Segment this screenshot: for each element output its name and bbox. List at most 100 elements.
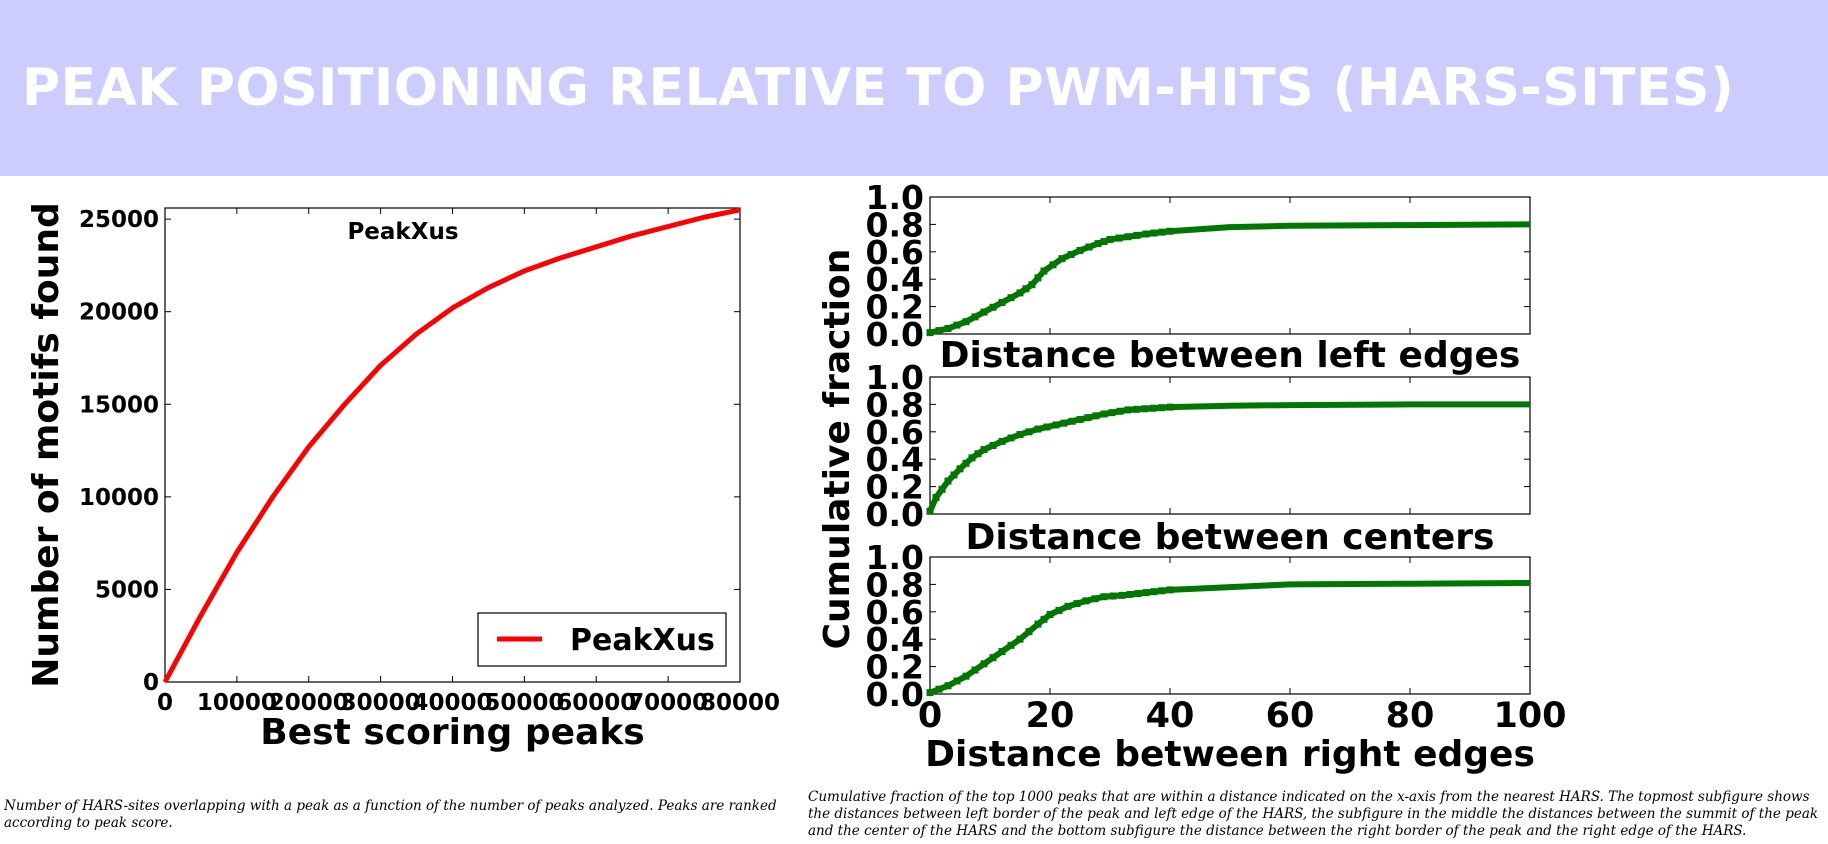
series-marker [1124, 233, 1132, 241]
series-marker [950, 471, 958, 479]
series-marker [1141, 405, 1149, 413]
series-marker [944, 477, 952, 485]
series-marker [1034, 425, 1042, 433]
plot-frame [929, 376, 1531, 515]
y-tick-label: 0.8 [866, 565, 924, 604]
series-marker [1007, 434, 1015, 442]
series-marker [1149, 404, 1157, 412]
right-figure-caption: Cumulative fraction of the top 1000 peak… [808, 789, 1819, 839]
plot-frame [929, 196, 1531, 335]
y-tick-label: 10000 [79, 485, 159, 511]
y-tick-label: 0.0 [866, 315, 924, 354]
x-tick-label: 10000 [197, 690, 277, 716]
series-marker [989, 654, 997, 662]
x-tick-label: 50000 [484, 690, 564, 716]
series-marker [989, 303, 997, 311]
series-marker [1076, 246, 1084, 254]
series-marker [1133, 231, 1141, 239]
series-marker [1043, 423, 1051, 431]
series-marker [1049, 261, 1057, 269]
series-marker [971, 666, 979, 674]
series-marker [1034, 620, 1042, 628]
legend: PeakXus [477, 612, 727, 667]
series-marker [1055, 606, 1063, 614]
series-marker [1094, 240, 1102, 248]
series-marker [1092, 412, 1100, 420]
series-marker [1108, 409, 1116, 417]
series-marker [1052, 421, 1060, 429]
series-marker [962, 318, 970, 326]
series-marker [926, 689, 934, 697]
series-marker [1040, 267, 1048, 275]
series-marker [1085, 243, 1093, 251]
series-marker [1016, 635, 1024, 643]
series-marker [1067, 251, 1075, 259]
series-marker [1034, 274, 1042, 282]
series-marker [1132, 405, 1140, 413]
y-tick-label: 1.0 [866, 358, 924, 397]
series-marker [935, 327, 943, 335]
series-marker [1126, 590, 1134, 598]
series-marker [962, 459, 970, 467]
y-tick-label: 1.0 [866, 538, 924, 577]
x-tick-label: 20000 [269, 690, 349, 716]
y-tick-label: 0.4 [866, 260, 924, 299]
series-marker [1109, 592, 1117, 600]
y-tick-label: 0.2 [866, 288, 924, 327]
x-tick-label: 70000 [628, 690, 708, 716]
legend-label-peakxus: PeakXus [570, 623, 715, 658]
series-marker [1046, 611, 1054, 619]
x-axis-label: Distance between left edges [940, 335, 1521, 376]
series-marker [1116, 407, 1124, 415]
series-marker [980, 660, 988, 668]
series-marker [1150, 588, 1158, 596]
series-marker [1100, 593, 1108, 601]
x-tick-label: 80 [1386, 696, 1435, 736]
y-tick-label: 0.2 [866, 468, 924, 507]
series-marker [1158, 228, 1166, 236]
series-marker [1084, 414, 1092, 422]
motifs-found-chart: 0 100002000030000400005000060000700008000… [26, 202, 780, 753]
series-marker [1118, 591, 1126, 599]
page-title: PEAK POSITIONING RELATIVE TO PWM-HITS (H… [22, 58, 1735, 118]
x-tick-label: 40 [1146, 696, 1195, 736]
chart-title: PeakXus [347, 219, 458, 245]
series-marker [989, 442, 997, 449]
series-marker [1025, 428, 1033, 436]
y-tick-label: 0.4 [866, 620, 924, 659]
series-marker [998, 648, 1006, 656]
y-axis-label: Cumulative fraction [817, 249, 858, 650]
y-tick-label: 5000 [95, 577, 159, 603]
series-marker [1028, 281, 1036, 289]
series-marker [971, 313, 979, 321]
x-axis-label: Distance between right edges [925, 734, 1535, 775]
series-marker [1150, 229, 1158, 237]
series-marker [1142, 589, 1150, 597]
series-marker [1064, 602, 1072, 610]
series-marker [968, 454, 976, 462]
series-marker [956, 465, 964, 473]
title-banner: PEAK POSITIONING RELATIVE TO PWM-HITS (H… [0, 0, 1828, 176]
subplot-1: 0.00.20.40.60.81.0 Distance between left … [866, 178, 1531, 376]
series-marker [1166, 403, 1174, 411]
x-axis-label: Best scoring peaks [260, 712, 644, 753]
y-tick-label: 0.4 [866, 440, 924, 479]
y-tick-label: 0 [143, 670, 159, 696]
series-marker [1007, 641, 1015, 649]
series-marker [1068, 417, 1076, 425]
y-tick-label: 1.0 [866, 178, 924, 217]
series-marker [953, 677, 961, 685]
x-tick-label: 20 [1026, 696, 1075, 736]
series-marker [1016, 289, 1024, 297]
left-figure-caption: Number of HARS-sites overlapping with a … [4, 798, 777, 831]
series-marker [1134, 590, 1142, 598]
series-marker [938, 485, 946, 493]
y-tick-label: 0.6 [866, 593, 924, 632]
series-marker [974, 450, 982, 458]
y-tick-label: 0.0 [866, 675, 924, 714]
plot-frame [164, 207, 741, 683]
x-tick-label: 0 [157, 690, 173, 716]
series-marker [1082, 597, 1090, 605]
series-marker [944, 325, 952, 333]
